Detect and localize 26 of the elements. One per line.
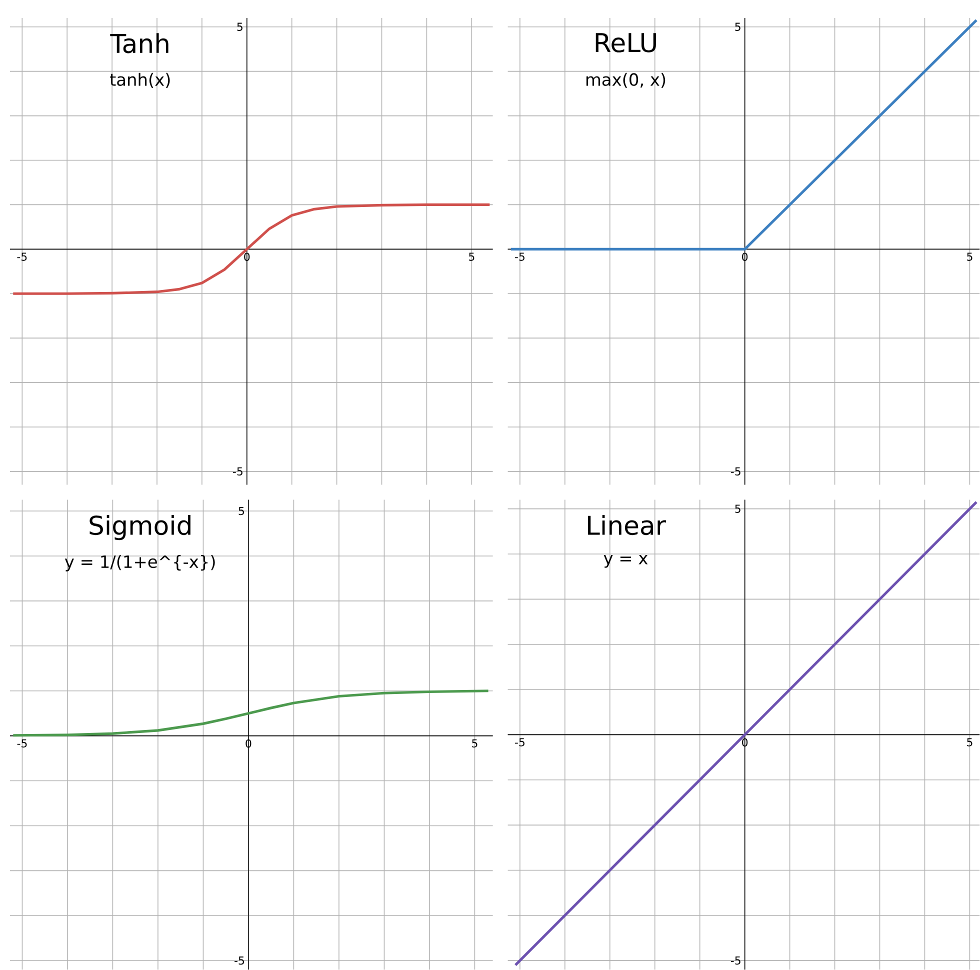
x-tick-label: -5	[17, 252, 27, 261]
text: y = x	[604, 554, 648, 568]
line-series	[12, 690, 490, 737]
text: y = 1/(1+e^{-x})	[64, 554, 215, 572]
text: tanh(x)	[110, 72, 170, 88]
y-tick-label: -5	[232, 467, 242, 476]
x-tick-label: 5	[469, 252, 474, 261]
x-tick-label: 5	[967, 252, 972, 261]
x-tick-label: 5	[967, 738, 972, 746]
y-tick-label: 5	[238, 506, 244, 516]
line-series	[12, 203, 491, 295]
x-tick-label: -5	[515, 252, 524, 261]
chart-title: Linear	[588, 515, 666, 536]
text: max(0, x)	[586, 72, 666, 88]
y-tick-label: 5	[237, 22, 242, 31]
y-tick-label: -5	[234, 956, 244, 965]
y-tick-label: -5	[730, 467, 740, 476]
y-tick-label: 5	[735, 504, 740, 513]
y-tick-label: -5	[730, 956, 740, 965]
chart-title: ReLU	[596, 33, 656, 52]
x-tick-label: 5	[472, 739, 478, 748]
chart-title: Tanh	[110, 33, 168, 54]
text: Sigmoid	[90, 515, 190, 540]
y-tick-label: 5	[735, 22, 740, 31]
x-tick-label: -5	[17, 739, 27, 748]
x-tick-label: -5	[515, 738, 524, 746]
